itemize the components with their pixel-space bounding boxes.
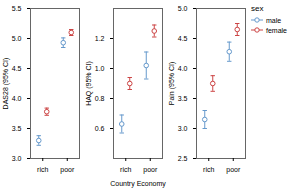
svg-text:3.5: 3.5 — [12, 125, 22, 132]
svg-text:5.5: 5.5 — [12, 5, 22, 12]
html-text:female: female — [266, 26, 287, 34]
html-text:male: male — [266, 16, 282, 24]
svg-text:2.5: 2.5 — [178, 155, 188, 162]
html-text:sex: sex — [251, 4, 264, 13]
svg-text:1.2: 1.2 — [95, 35, 105, 42]
svg-text:4.0: 4.0 — [12, 95, 22, 102]
svg-text:Country Economy: Country Economy — [110, 180, 166, 188]
svg-text:0.8: 0.8 — [95, 95, 105, 102]
svg-text:3.5: 3.5 — [178, 95, 188, 102]
svg-text:4.0: 4.0 — [178, 65, 188, 72]
svg-text:0.6: 0.6 — [95, 125, 105, 132]
svg-text:3.0: 3.0 — [178, 125, 188, 132]
svg-text:poor: poor — [226, 166, 241, 174]
svg-text:HAQ (95% CI): HAQ (95% CI) — [85, 61, 93, 106]
svg-text:poor: poor — [60, 166, 75, 174]
svg-text:Pain (95% CI): Pain (95% CI) — [168, 62, 176, 106]
svg-text:1.0: 1.0 — [95, 65, 105, 72]
svg-text:rich: rich — [203, 166, 214, 173]
svg-text:3.0: 3.0 — [12, 155, 22, 162]
svg-text:5.0: 5.0 — [12, 35, 22, 42]
svg-text:rich: rich — [120, 166, 131, 173]
svg-text:4.5: 4.5 — [12, 65, 22, 72]
svg-text:poor: poor — [143, 166, 158, 174]
svg-text:DAS28 (95% CI): DAS28 (95% CI) — [2, 58, 10, 110]
svg-text:4.5: 4.5 — [178, 35, 188, 42]
svg-text:rich: rich — [37, 166, 48, 173]
svg-text:5.0: 5.0 — [178, 5, 188, 12]
